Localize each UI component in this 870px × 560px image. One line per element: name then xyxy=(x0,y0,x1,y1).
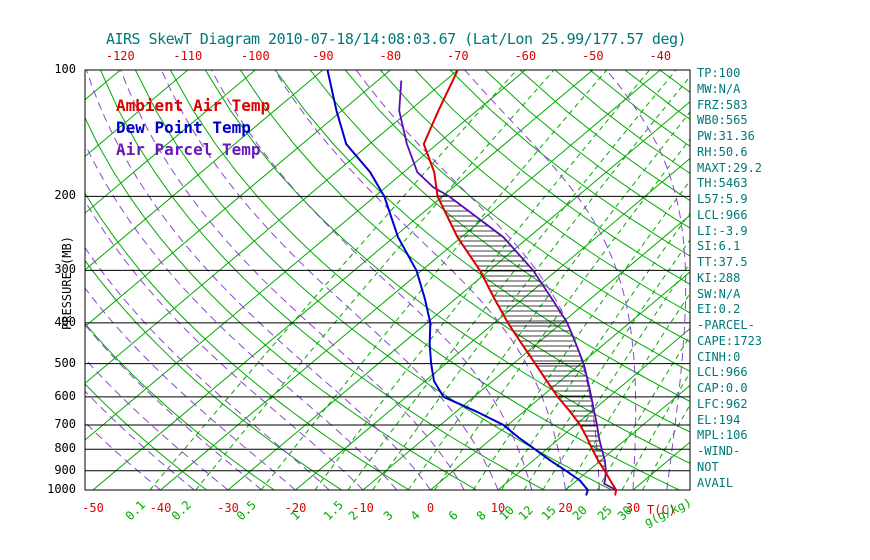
stat-line: SW:N/A xyxy=(697,286,741,301)
top-temp-tick-label: -60 xyxy=(514,49,537,63)
plot-frame xyxy=(84,69,691,491)
stat-line: CINH:0 xyxy=(697,349,741,364)
stat-line: EI:0.2 xyxy=(697,302,741,317)
stat-line: MPL:106 xyxy=(697,428,748,443)
pressure-tick-label: 500 xyxy=(54,355,76,370)
sounding-curves xyxy=(326,70,618,496)
top-temp-tick-label: -100 xyxy=(240,49,270,63)
top-temp-tick-label: -40 xyxy=(649,49,672,63)
stat-line: AVAIL xyxy=(697,475,734,490)
bottom-temp-tick-label: 0 xyxy=(426,501,435,515)
top-temp-tick-label: -120 xyxy=(105,49,135,63)
pressure-tick-label: 1000 xyxy=(47,482,76,496)
stat-line: EL:194 xyxy=(697,412,741,427)
stat-line: NOT xyxy=(697,459,719,474)
pressure-tick-label: 800 xyxy=(54,441,76,456)
stat-line: -PARCEL- xyxy=(697,318,755,332)
legend-item-2: Air Parcel Temp xyxy=(116,140,261,159)
pressure-tick-label: 100 xyxy=(54,62,76,76)
dewpoint-curve xyxy=(326,70,589,496)
stat-line: SI:6.1 xyxy=(697,239,741,254)
legend-item-0: Ambient Air Temp xyxy=(116,96,271,115)
stat-line: TP:100 xyxy=(697,66,741,80)
pressure-tick-label: 600 xyxy=(54,388,76,403)
legend-item-1: Dew Point Temp xyxy=(116,118,251,137)
pressure-tick-label: 400 xyxy=(54,314,76,329)
stat-line: PW:31.36 xyxy=(697,129,755,143)
parcel-temp-curve xyxy=(398,80,617,491)
top-temp-tick-label: -50 xyxy=(581,49,604,63)
stat-line: TH:5463 xyxy=(697,176,748,191)
stat-line: LI:-3.9 xyxy=(697,223,748,238)
stat-line: MAXT:29.2 xyxy=(697,160,763,175)
stat-line: TT:37.5 xyxy=(697,255,748,269)
bottom-temp-tick-label: -20 xyxy=(284,501,307,515)
bottom-temp-tick-label: 30 xyxy=(625,501,641,515)
stat-line: LFC:962 xyxy=(697,396,748,411)
dry-adiabat-lines xyxy=(85,70,690,490)
ambient-temp-curve xyxy=(422,70,618,496)
stat-line: LCL:966 xyxy=(697,365,748,380)
stat-line: MW:N/A xyxy=(697,81,741,96)
top-temp-tick-label: -90 xyxy=(311,49,334,63)
pressure-tick-label: 200 xyxy=(54,188,76,203)
pressure-tick-label: 700 xyxy=(54,416,76,431)
stat-line: L57:5.9 xyxy=(697,192,748,206)
top-temp-tick-label: -110 xyxy=(173,49,203,63)
stat-line: FRZ:583 xyxy=(697,97,748,112)
pressure-tick-label: 300 xyxy=(54,262,76,277)
stat-line: CAP:0.0 xyxy=(697,381,748,395)
temp-unit-label: T(C) xyxy=(647,503,676,517)
stat-line: -WIND- xyxy=(697,444,741,458)
moist-adiabat-lines xyxy=(85,70,687,490)
bottom-temp-tick-label: -40 xyxy=(149,501,172,515)
stat-line: RH:50.6 xyxy=(697,144,748,159)
top-temp-tick-label: -70 xyxy=(446,49,469,63)
stat-line: CAPE:1723 xyxy=(697,333,763,348)
chart-title: AIRS SkewT Diagram 2010-07-18/14:08:03.6… xyxy=(105,30,687,48)
stat-line: LCL:966 xyxy=(697,207,748,222)
bottom-temp-tick-label: 20 xyxy=(558,501,573,515)
top-temp-tick-label: -80 xyxy=(379,49,402,63)
bottom-temp-tick-label: -10 xyxy=(352,501,374,515)
bottom-temp-tick-label: -50 xyxy=(82,501,104,515)
bottom-temp-tick-label: 10 xyxy=(490,501,506,515)
cape-hatch-area xyxy=(436,190,606,472)
stat-line: WB0:565 xyxy=(697,113,748,128)
mixing-ratio-lines xyxy=(149,70,690,490)
pressure-tick-label: 900 xyxy=(54,462,76,477)
stat-line: KI:288 xyxy=(697,270,741,285)
grid-lines xyxy=(85,70,690,490)
bottom-temp-tick-label: -30 xyxy=(217,501,239,515)
